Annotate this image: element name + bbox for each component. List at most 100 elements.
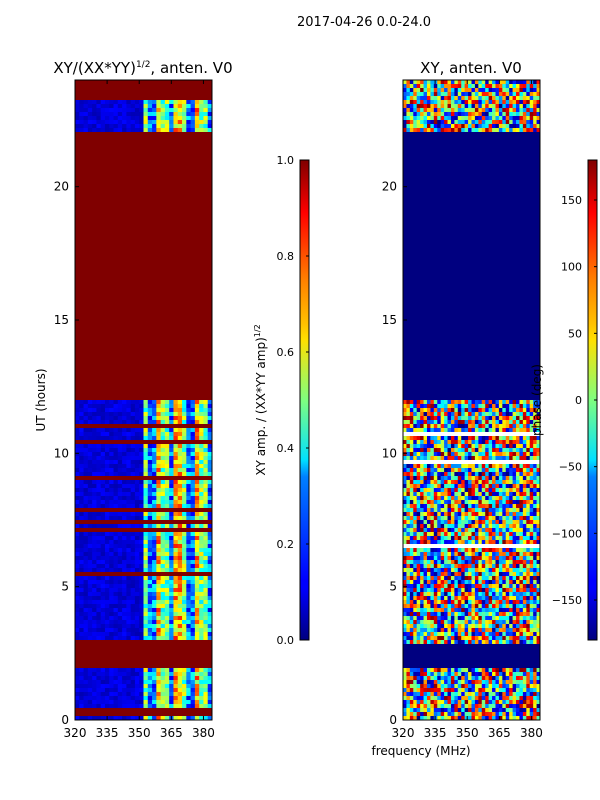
left-heatmap-cell — [130, 452, 136, 457]
left-heatmap-cell — [104, 380, 110, 385]
left-heatmap-cell — [199, 80, 205, 85]
left-heatmap-cell — [75, 528, 80, 533]
left-heatmap-cell — [96, 492, 102, 497]
left-heatmap-cell — [117, 244, 123, 249]
left-heatmap-cell — [177, 412, 183, 417]
left-heatmap-cell — [79, 644, 85, 649]
left-heatmap-cell — [130, 380, 136, 385]
left-heatmap-cell — [139, 280, 145, 285]
left-heatmap-cell — [182, 376, 187, 381]
left-heatmap-cell — [203, 112, 209, 117]
left-heatmap-cell — [169, 440, 175, 445]
left-heatmap-cell — [87, 524, 93, 529]
left-heatmap-cell — [100, 560, 106, 565]
left-heatmap-cell — [83, 484, 89, 489]
left-heatmap-cell — [199, 644, 205, 649]
left-heatmap-cell — [113, 196, 119, 201]
left-heatmap-cell — [164, 476, 170, 481]
left-heatmap-cell — [139, 552, 145, 557]
left-heatmap-cell — [109, 684, 115, 689]
left-heatmap-cell — [104, 584, 110, 589]
left-heatmap-cell — [147, 108, 153, 113]
left-heatmap-cell — [186, 360, 192, 365]
left-heatmap-cell — [160, 172, 166, 177]
left-heatmap-cell — [199, 528, 205, 533]
left-heatmap-cell — [122, 112, 127, 117]
left-heatmap-cell — [126, 300, 132, 305]
left-heatmap-cell — [100, 436, 106, 441]
left-heatmap-cell — [156, 80, 162, 85]
left-heatmap-cell — [186, 684, 192, 689]
left-heatmap-cell — [199, 360, 205, 365]
left-heatmap-cell — [177, 192, 183, 197]
left-heatmap-cell — [87, 232, 93, 237]
left-heatmap-cell — [100, 640, 106, 645]
left-heatmap-cell — [79, 368, 85, 373]
left-heatmap-cell — [169, 256, 175, 261]
left-heatmap-cell — [92, 176, 98, 181]
left-heatmap-cell — [117, 112, 123, 117]
left-heatmap-cell — [96, 548, 102, 553]
left-heatmap-cell — [83, 356, 89, 361]
left-heatmap-cell — [164, 352, 170, 357]
left-heatmap-cell — [156, 568, 162, 573]
left-heatmap-cell — [130, 620, 136, 625]
left-heatmap-cell — [134, 464, 140, 469]
left-heatmap-cell — [87, 168, 93, 173]
left-heatmap-cell — [207, 156, 212, 161]
left-heatmap-cell — [92, 304, 98, 309]
left-heatmap-cell — [182, 176, 187, 181]
left-heatmap-cell — [83, 676, 89, 681]
left-heatmap-cell — [207, 340, 212, 345]
left-heatmap-cell — [79, 616, 85, 621]
left-heatmap-cell — [156, 92, 162, 97]
left-heatmap-cell — [169, 356, 175, 361]
left-heatmap-cell — [177, 220, 183, 225]
left-heatmap-cell — [134, 116, 140, 121]
left-heatmap-cell — [83, 664, 89, 669]
left-heatmap-cell — [207, 616, 212, 621]
left-heatmap-cell — [152, 660, 157, 665]
left-heatmap-cell — [190, 408, 196, 413]
left-heatmap-cell — [147, 368, 153, 373]
left-heatmap-cell — [83, 324, 89, 329]
left-heatmap-cell — [143, 388, 149, 393]
left-heatmap-cell — [190, 280, 196, 285]
left-heatmap-cell — [139, 324, 145, 329]
left-heatmap-cell — [104, 312, 110, 317]
left-heatmap-cell — [186, 524, 192, 529]
left-heatmap-cell — [126, 240, 132, 245]
left-heatmap-cell — [126, 628, 132, 633]
left-heatmap-cell — [160, 164, 166, 169]
left-heatmap-cell — [139, 368, 145, 373]
left-heatmap-cell — [104, 92, 110, 97]
left-heatmap-cell — [199, 152, 205, 157]
left-heatmap-cell — [203, 596, 209, 601]
left-heatmap-cell — [164, 652, 170, 657]
left-heatmap-cell — [147, 520, 153, 525]
left-heatmap-cell — [130, 644, 136, 649]
left-heatmap-cell — [126, 228, 132, 233]
left-heatmap-cell — [177, 244, 183, 249]
left-heatmap-cell — [126, 272, 132, 277]
left-heatmap-cell — [134, 584, 140, 589]
left-heatmap-cell — [87, 648, 93, 653]
left-heatmap-cell — [83, 96, 89, 101]
left-heatmap-cell — [113, 580, 119, 585]
left-heatmap-cell — [177, 636, 183, 641]
left-heatmap-cell — [143, 492, 149, 497]
left-heatmap-cell — [117, 556, 123, 561]
left-heatmap-cell — [147, 336, 153, 341]
left-heatmap-cell — [104, 148, 110, 153]
left-heatmap-cell — [186, 532, 192, 537]
left-heatmap-cell — [130, 240, 136, 245]
left-heatmap-cell — [207, 624, 212, 629]
left-heatmap-cell — [96, 572, 102, 577]
left-heatmap-cell — [122, 428, 127, 433]
left-heatmap-cell — [160, 248, 166, 253]
left-heatmap-cell — [169, 228, 175, 233]
left-heatmap-cell — [139, 468, 145, 473]
left-heatmap-cell — [186, 180, 192, 185]
left-heatmap-cell — [83, 348, 89, 353]
left-heatmap-cell — [169, 616, 175, 621]
